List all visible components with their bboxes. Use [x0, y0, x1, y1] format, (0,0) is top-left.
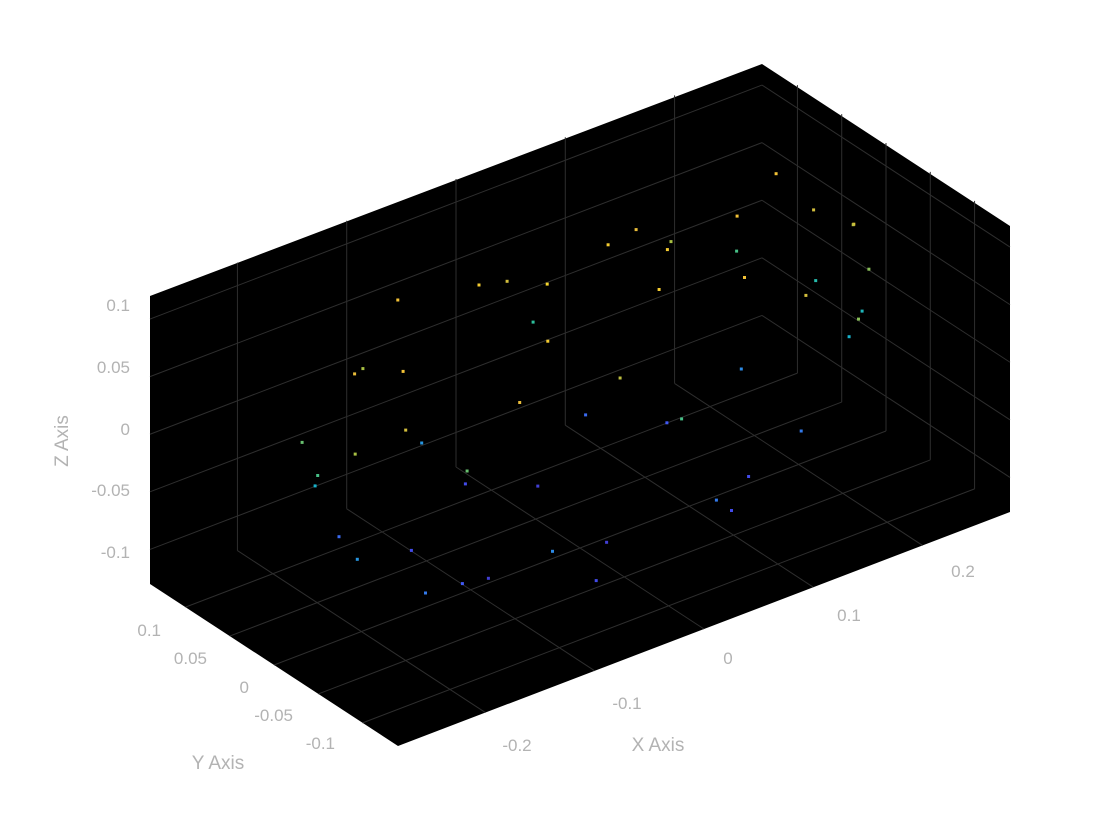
- grid-line: [229, 401, 842, 637]
- scatter-point: [536, 484, 540, 488]
- grid-line: [149, 142, 763, 378]
- grid-line: [362, 488, 975, 724]
- scatter-point: [774, 172, 778, 176]
- scatter-point: [851, 223, 855, 227]
- y-tick-label: 0: [240, 678, 249, 697]
- x-tick-label: -0.2: [502, 736, 531, 755]
- scatter-point: [486, 576, 490, 580]
- scatter-point: [424, 591, 427, 595]
- x-tick-label: -0.1: [612, 694, 641, 713]
- y-tick-label: -0.05: [254, 706, 293, 725]
- scatter-point: [316, 474, 320, 477]
- scatter-point: [463, 482, 467, 486]
- scatter-point: [409, 548, 413, 552]
- scatter-point: [545, 282, 549, 286]
- y-axis-label: Y Axis: [192, 753, 244, 774]
- scatter-point: [355, 557, 359, 561]
- scatter-point: [401, 369, 405, 373]
- grid-line: [273, 430, 887, 666]
- scatter-point: [353, 372, 357, 376]
- y-tick-label: -0.1: [306, 734, 335, 753]
- scatter-point: [847, 335, 851, 339]
- scatter-point: [665, 248, 669, 252]
- z-axis-tick-labels: -0.1 -0.05 0 0.05 0.1: [91, 296, 130, 562]
- grid-line: [761, 142, 1011, 306]
- scatter-point: [551, 549, 554, 553]
- scatter-point: [606, 243, 610, 247]
- grid-line: [149, 84, 763, 320]
- grid-line: [761, 315, 1011, 478]
- scatter-point: [739, 367, 743, 371]
- scatter-point: [665, 421, 669, 425]
- scatter-point: [730, 509, 733, 512]
- scatter-point: [518, 401, 522, 404]
- grid-line: [318, 459, 931, 695]
- scatter-point: [477, 283, 481, 287]
- scatter-point: [313, 484, 317, 488]
- z-tick-label: -0.1: [101, 543, 130, 562]
- scatter-point: [404, 428, 408, 432]
- grid: [149, 84, 1011, 724]
- scatter-point: [680, 417, 684, 421]
- scatter-point: [657, 288, 661, 291]
- scatter-point: [867, 267, 871, 271]
- scatter-point: [300, 440, 304, 444]
- scatter-point: [669, 240, 673, 244]
- grid-line: [761, 257, 1011, 421]
- grid-line: [149, 257, 763, 493]
- x-axis-tick-labels: -0.2 -0.1 0 0.1 0.2: [502, 562, 974, 755]
- y-tick-label: 0.1: [137, 621, 161, 640]
- x-tick-label: 0: [723, 649, 732, 668]
- x-axis-label: X Axis: [632, 735, 685, 756]
- scatter-point: [353, 452, 357, 456]
- x-tick-label: 0.2: [951, 562, 975, 581]
- scatter-point: [460, 582, 464, 586]
- scatter-point: [605, 540, 609, 544]
- y-axis-tick-labels: -0.1 -0.05 0 0.05 0.1: [137, 621, 335, 753]
- scatter-point: [735, 214, 739, 218]
- scatter-point: [465, 469, 469, 473]
- z-tick-label: 0.1: [106, 296, 130, 315]
- z-axis-label: Z Axis: [52, 415, 73, 467]
- grid-line: [185, 372, 798, 608]
- scatter-point: [618, 376, 622, 380]
- y-tick-label: 0.05: [174, 649, 207, 668]
- grid-line: [149, 314, 763, 550]
- scatter-point: [634, 228, 638, 232]
- scatter-point: [594, 579, 598, 583]
- scatter-point: [812, 208, 816, 212]
- z-tick-label: 0.05: [97, 358, 130, 377]
- scatter-point: [531, 320, 535, 324]
- scatter-point: [747, 475, 751, 478]
- grid-line: [761, 84, 1011, 248]
- scatter-points: [300, 172, 871, 595]
- scatter-point: [857, 317, 860, 321]
- scatter-point: [584, 413, 588, 417]
- scatter-point: [337, 535, 341, 539]
- scatter-point: [420, 441, 424, 445]
- scatter-point: [396, 298, 400, 302]
- scatter-point: [743, 276, 746, 279]
- scatter-point: [799, 429, 803, 433]
- z-tick-label: -0.05: [91, 481, 130, 500]
- scatter-point: [814, 279, 818, 283]
- grid-line: [149, 199, 763, 435]
- scatter-point: [714, 498, 718, 502]
- scatter-point: [361, 367, 365, 371]
- scatter-point: [735, 249, 739, 253]
- x-tick-label: 0.1: [837, 606, 861, 625]
- scatter-point: [505, 279, 509, 283]
- grid-line: [761, 199, 1011, 363]
- scatter-point: [804, 293, 808, 297]
- scatter-point: [860, 309, 864, 313]
- z-tick-label: 0: [121, 420, 130, 439]
- scatter-point: [546, 339, 550, 343]
